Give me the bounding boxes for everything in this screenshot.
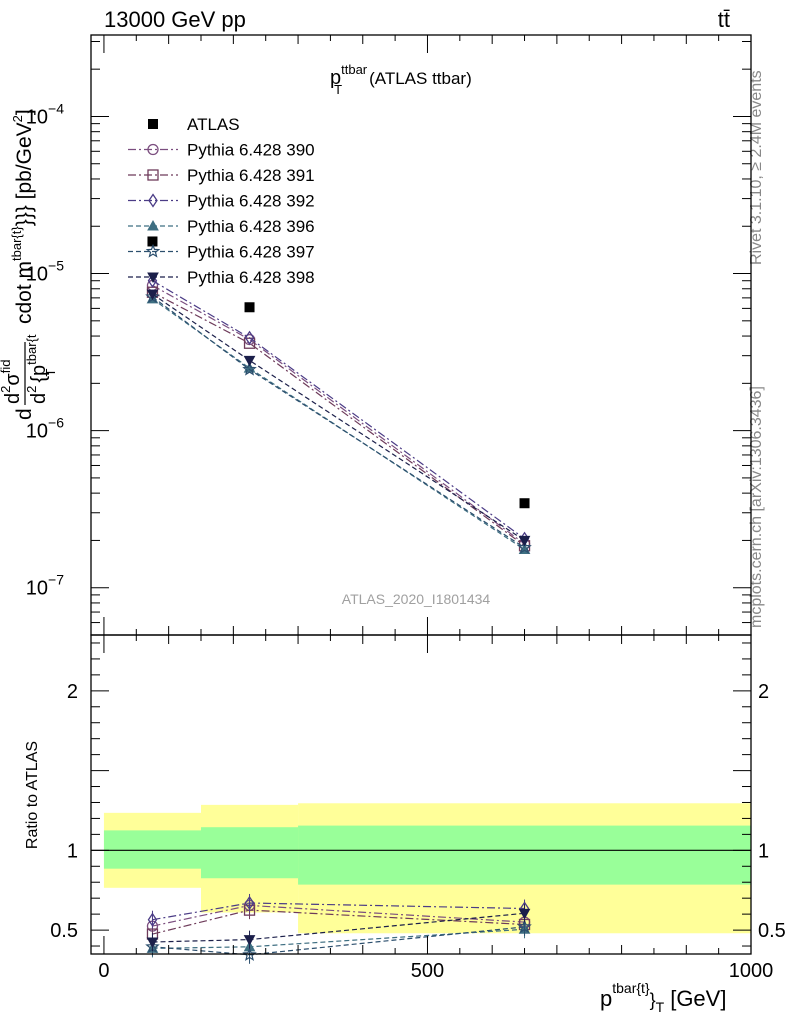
ratio-series-point	[517, 919, 532, 934]
ratio-series-point	[243, 935, 256, 946]
y-tick-label: 10−6	[26, 415, 64, 443]
series-line	[152, 296, 525, 549]
process-label: tt̄	[718, 7, 730, 32]
mcplots-label: mcplots.cern.ch [arXiv:1306.3436]	[748, 386, 765, 628]
legend-item: Pythia 6.428 398	[128, 268, 315, 287]
legend-marker	[147, 143, 159, 156]
legend-item: Pythia 6.428 397	[128, 243, 315, 262]
legend-label: Pythia 6.428 398	[187, 268, 315, 287]
x-tick-label: 0	[98, 960, 109, 982]
series-line	[152, 284, 525, 545]
legend-item-data: ATLAS	[148, 115, 240, 134]
energy-label: 13000 GeV pp	[104, 7, 246, 32]
legend-label: ATLAS	[187, 115, 240, 134]
ratio-panel: 0.5 0.5 1 1 2 2 Ratio to ATLAS	[24, 634, 786, 964]
legend-marker	[147, 169, 159, 181]
data-point	[519, 498, 530, 509]
svg-text:d2{ptbar{tT: d2{ptbar{tT	[24, 334, 58, 404]
legend-marker	[145, 243, 161, 258]
legend-item: Pythia 6.428 396	[128, 217, 315, 236]
ratio-uncertainty-bands	[103, 803, 751, 934]
ratio-tick-layer	[91, 635, 752, 954]
ratio-series-point	[242, 947, 257, 961]
legend-marker	[148, 193, 158, 208]
ratio-series-point	[244, 895, 255, 911]
x-axis-label: ptbar{t}}T [GeV]	[600, 980, 726, 1015]
legend: ATLAS Pythia 6.428 390 Pythia 6.428 391 Pyt…	[128, 115, 315, 287]
x-tick-labels: 0 500 1000	[98, 960, 773, 982]
legend-label: Pythia 6.428 390	[187, 141, 315, 160]
ratio-y-tick-label-right: 1	[758, 840, 769, 862]
legend-label: Pythia 6.428 391	[187, 166, 315, 185]
ratio-series-point	[147, 912, 158, 927]
legend-item: Pythia 6.428 392	[128, 192, 315, 211]
main-y-tick-labels: 10−7 10−6 10−5 10−4	[26, 100, 64, 599]
ratio-y-tick-label-left: 1	[67, 840, 78, 862]
plot-title: pttbar T(ATLAS ttbar)	[330, 62, 472, 97]
series-point	[146, 289, 159, 301]
data-point	[244, 302, 255, 313]
series-point	[517, 539, 532, 554]
x-tick-label: 1000	[729, 960, 774, 982]
series-line	[152, 293, 525, 541]
main-tick-layer	[91, 35, 752, 636]
ratio-band-green	[201, 827, 299, 879]
ratio-band-green	[298, 825, 751, 885]
legend-marker	[147, 219, 159, 231]
legend-marker	[148, 119, 158, 129]
ratio-y-tick-label-right: 2	[758, 681, 769, 703]
series-line	[152, 291, 525, 547]
legend-label: Pythia 6.428 397	[187, 243, 315, 262]
main-panel: 10−7 10−6 10−5 10−4 pttbar T(ATLAS ttbar) AT…	[0, 34, 752, 636]
series-point	[244, 330, 255, 345]
series-line	[152, 298, 525, 551]
ratio-band-green	[103, 830, 201, 869]
ratio-series-point	[146, 937, 159, 949]
main-y-axis-label: d d2σfid d2{ptbar{tT cdot mtbar{t}}}} [p…	[0, 109, 58, 420]
ratio-y-tick-label-right: 0.5	[758, 920, 786, 942]
series-line	[152, 280, 525, 540]
series-point	[518, 535, 531, 547]
ratio-series-layer	[145, 893, 532, 964]
main-series-layer	[145, 273, 532, 555]
svg-text:d: d	[13, 408, 36, 420]
legend-label: Pythia 6.428 396	[187, 217, 315, 236]
svg-text:d2σfid: d2σfid	[0, 360, 24, 404]
data-point	[147, 236, 158, 247]
x-tick-label: 500	[411, 960, 444, 982]
data-points-layer	[147, 236, 530, 509]
svg-text:cdot mtbar{t}}}} [pb/GeV2]: cdot mtbar{t}}}} [pb/GeV2]	[9, 109, 36, 324]
analysis-watermark: ATLAS_2020_I1801434	[342, 591, 491, 607]
ratio-y-tick-labels: 0.5 0.5 1 1 2 2	[50, 681, 786, 942]
ratio-y-axis-label: Ratio to ATLAS	[24, 741, 41, 849]
ratio-y-tick-label-left: 0.5	[50, 920, 78, 942]
y-tick-label: 10−5	[26, 258, 64, 286]
legend-item: Pythia 6.428 390	[128, 141, 315, 160]
y-tick-label: 10−7	[26, 572, 64, 600]
y-tick-label: 10−4	[26, 100, 64, 128]
rivet-version-label: Rivet 3.1.10, ≥ 2.4M events	[748, 70, 765, 265]
ratio-series-point	[518, 908, 531, 920]
series-point	[242, 361, 257, 376]
legend-item: Pythia 6.428 391	[128, 166, 315, 185]
legend-label: Pythia 6.428 392	[187, 192, 315, 211]
series-point	[243, 355, 256, 367]
ratio-y-tick-label-left: 2	[67, 681, 78, 703]
legend-marker	[147, 272, 159, 284]
ratio-frame	[90, 634, 752, 955]
